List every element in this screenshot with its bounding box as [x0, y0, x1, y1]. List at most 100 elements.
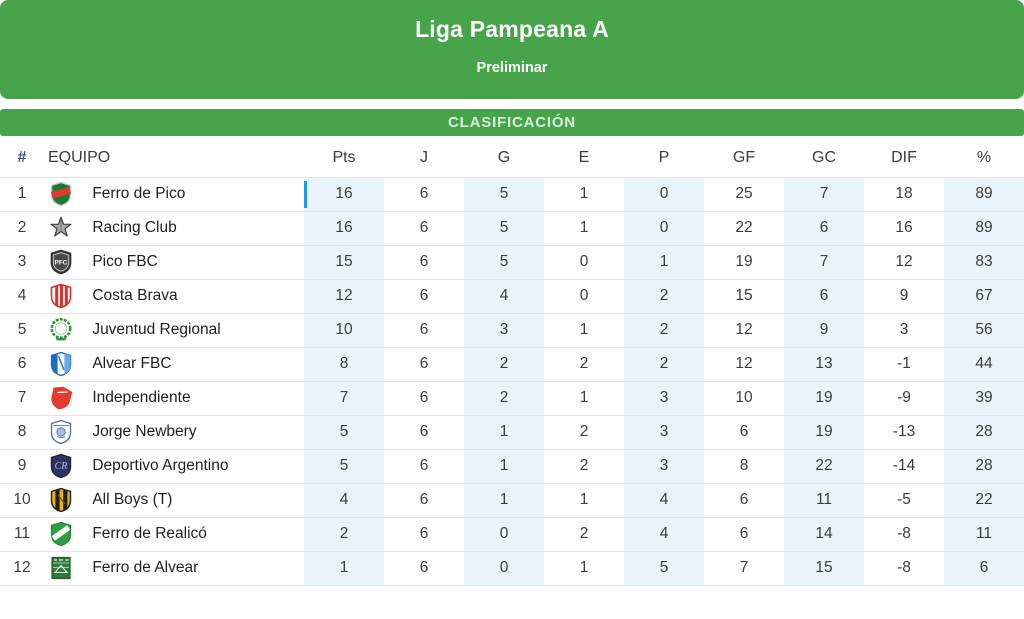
team-name[interactable]: Deportivo Argentino: [92, 457, 229, 474]
table-row[interactable]: 1 Ferro de Pico 16 6 5 1 0 25 7 18 89: [0, 176, 1024, 211]
goals-for-cell: 12: [704, 346, 784, 381]
points-cell: 4: [304, 482, 384, 517]
percent-cell: 6: [944, 550, 1024, 586]
goals-for-cell: 25: [704, 176, 784, 211]
team-cell: Ferro de Realicó: [44, 516, 304, 551]
standings-table: # EQUIPO Pts J G E P GF GC DIF % 1 Ferro…: [0, 139, 1024, 586]
points-value: 16: [335, 185, 353, 202]
percent-cell: 67: [944, 278, 1024, 313]
table-row[interactable]: 5 Juventud Regional 10 6 3 1 2 12 9 3 56: [0, 312, 1024, 347]
pico-fbc-crest-icon: PFC: [48, 249, 74, 275]
lost-cell: 3: [624, 380, 704, 415]
team-cell: PFC Pico FBC: [44, 244, 304, 279]
drawn-cell: 0: [544, 244, 624, 279]
lost-cell: 5: [624, 550, 704, 586]
goal-diff-cell: 3: [864, 312, 944, 347]
col-header-gf: GF: [732, 148, 756, 166]
percent-cell: 56: [944, 312, 1024, 347]
juventud-regional-crest-icon: [48, 317, 74, 343]
position-cell: 9: [0, 448, 44, 483]
col-header-dif: DIF: [891, 148, 917, 166]
goals-against-cell: 19: [784, 380, 864, 415]
won-cell: 3: [464, 312, 544, 347]
ferro-de-alvear-crest-icon: [48, 555, 74, 581]
points-value: 2: [339, 525, 349, 542]
percent-cell: 11: [944, 516, 1024, 551]
goals-against-cell: 13: [784, 346, 864, 381]
team-cell: Costa Brava: [44, 278, 304, 313]
team-name[interactable]: Independiente: [92, 389, 191, 406]
played-cell: 6: [384, 244, 464, 279]
goals-against-cell: 11: [784, 482, 864, 517]
table-row[interactable]: 11 Ferro de Realicó 2 6 0 2 4 6 14 -8 11: [0, 516, 1024, 551]
won-cell: 2: [464, 380, 544, 415]
percent-cell: 39: [944, 380, 1024, 415]
team-name[interactable]: Ferro de Pico: [92, 185, 186, 202]
points-cell: 7: [304, 380, 384, 415]
team-cell: Alvear FBC: [44, 346, 304, 381]
team-name[interactable]: Ferro de Realicó: [92, 525, 207, 542]
goals-for-cell: 6: [704, 414, 784, 449]
table-row[interactable]: 3 PFC Pico FBC 15 6 5 0 1 19 7 12 83: [0, 244, 1024, 279]
played-cell: 6: [384, 448, 464, 483]
drawn-cell: 1: [544, 380, 624, 415]
goals-for-cell: 7: [704, 550, 784, 586]
table-row[interactable]: 4 Costa Brava 12 6 4 0 2 15 6 9 67: [0, 278, 1024, 313]
col-header-pts: Pts: [332, 148, 356, 166]
lost-cell: 2: [624, 346, 704, 381]
team-name[interactable]: Pico FBC: [92, 253, 158, 270]
ferro-de-realico-crest-icon: [48, 521, 74, 547]
team-name[interactable]: Alvear FBC: [92, 355, 172, 372]
points-cell: 8: [304, 346, 384, 381]
table-row[interactable]: 9 CR Deportivo Argentino 5 6 1 2 3 8 22 …: [0, 448, 1024, 483]
team-name[interactable]: Costa Brava: [92, 287, 178, 304]
team-name[interactable]: Jorge Newbery: [92, 423, 197, 440]
team-cell: Racing Club: [44, 210, 304, 245]
position-cell: 12: [0, 550, 44, 586]
won-cell: 2: [464, 346, 544, 381]
col-header-g: G: [497, 148, 511, 166]
standings-header-row: # EQUIPO Pts J G E P GF GC DIF %: [0, 139, 1024, 177]
played-cell: 6: [384, 414, 464, 449]
points-cell: 5: [304, 414, 384, 449]
classification-label: CLASIFICACIÓN: [448, 114, 576, 131]
team-name[interactable]: Racing Club: [92, 219, 177, 236]
table-row[interactable]: 7 Independiente 7 6 2 1 3 10 19 -9 39: [0, 380, 1024, 415]
selection-caret-icon: [304, 180, 307, 208]
lost-cell: 4: [624, 516, 704, 551]
position-cell: 4: [0, 278, 44, 313]
points-value: 5: [339, 457, 349, 474]
table-row[interactable]: 2 Racing Club 16 6 5 1 0 22 6 16 89: [0, 210, 1024, 245]
team-name[interactable]: Juventud Regional: [92, 321, 221, 338]
played-cell: 6: [384, 278, 464, 313]
drawn-cell: 1: [544, 210, 624, 245]
league-title: Liga Pampeana A: [415, 16, 609, 42]
points-cell: 16: [304, 210, 384, 245]
goal-diff-cell: 18: [864, 176, 944, 211]
won-cell: 5: [464, 244, 544, 279]
goals-for-cell: 8: [704, 448, 784, 483]
percent-cell: 89: [944, 176, 1024, 211]
goals-for-cell: 6: [704, 516, 784, 551]
points-value: 12: [335, 287, 353, 304]
points-value: 1: [339, 559, 349, 576]
drawn-cell: 2: [544, 414, 624, 449]
team-name[interactable]: Ferro de Alvear: [92, 559, 199, 576]
position-cell: 3: [0, 244, 44, 279]
table-row[interactable]: 8 Jorge Newbery 5 6 1 2 3 6 19 -13 28: [0, 414, 1024, 449]
racing-club-crest-icon: [48, 215, 74, 241]
drawn-cell: 1: [544, 176, 624, 211]
col-header-pct: %: [976, 148, 992, 166]
lost-cell: 3: [624, 448, 704, 483]
lost-cell: 0: [624, 210, 704, 245]
table-row[interactable]: 10 All Boys (T) 4 6 1 1 4 6 11 -5 22: [0, 482, 1024, 517]
points-value: 4: [339, 491, 349, 508]
goal-diff-cell: -5: [864, 482, 944, 517]
table-row[interactable]: 6 Alvear FBC 8 6 2 2 2 12 13 -1 44: [0, 346, 1024, 381]
table-row[interactable]: 12 Ferro de Alvear 1 6 0 1 5 7 15 -8 6: [0, 550, 1024, 586]
team-name[interactable]: All Boys (T): [92, 491, 173, 508]
col-header-position: #: [17, 148, 27, 166]
col-header-team: EQUIPO: [48, 148, 111, 166]
won-cell: 0: [464, 550, 544, 586]
league-subtitle: Preliminar: [476, 60, 548, 76]
